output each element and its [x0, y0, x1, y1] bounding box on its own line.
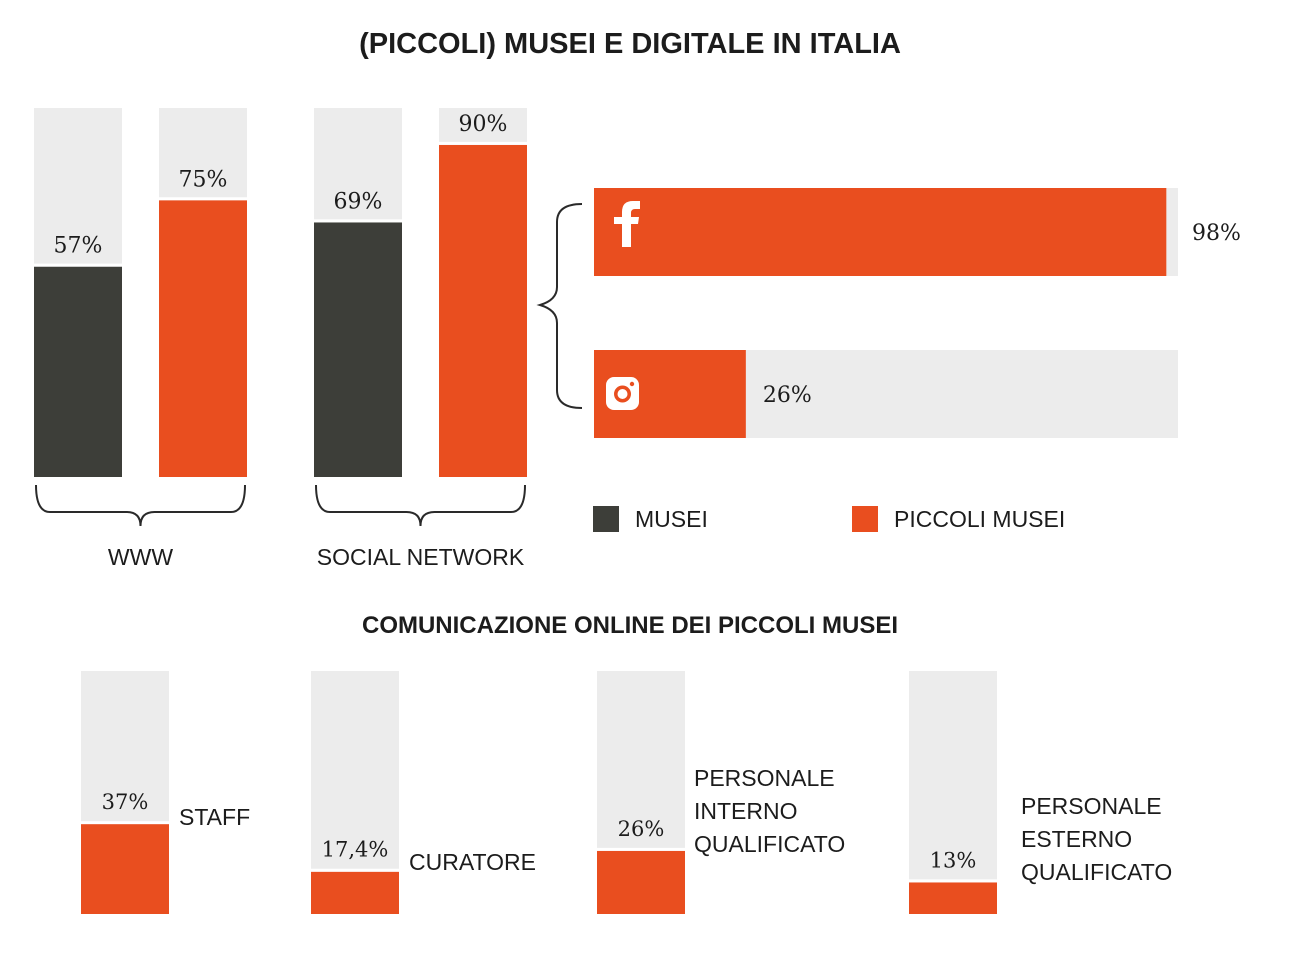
- data-label: 98%: [1192, 221, 1241, 246]
- facebook-icon: [614, 201, 640, 247]
- data-label: 75%: [179, 167, 228, 192]
- category-label: ESTERNO: [1021, 826, 1132, 852]
- group-brace: [315, 484, 526, 527]
- bar-piccoli-musei: [597, 850, 685, 914]
- legend-swatch: [593, 506, 619, 532]
- category-label: CURATORE: [409, 849, 536, 875]
- category-label: QUALIFICATO: [694, 831, 845, 857]
- social-breakdown-chart: 98% 26%: [536, 188, 1241, 438]
- bar-piccoli-musei: [311, 871, 399, 914]
- category-label: WWW: [108, 544, 173, 570]
- legend-label: MUSEI: [635, 506, 708, 532]
- category-label: STAFF: [179, 804, 250, 830]
- legend: MUSEI PICCOLI MUSEI: [593, 506, 1065, 532]
- bar-track: [909, 671, 997, 914]
- data-label: 57%: [54, 234, 103, 259]
- bar-piccoli-musei: [594, 188, 1167, 276]
- data-label: 26%: [618, 817, 665, 841]
- instagram-icon: [606, 377, 639, 410]
- bar-piccoli-musei: [81, 824, 169, 914]
- social-brace: [536, 203, 583, 409]
- chart-title: (PICCOLI) MUSEI E DIGITALE IN ITALIA: [359, 28, 901, 60]
- legend-label: PICCOLI MUSEI: [894, 506, 1065, 532]
- online-communication-chart: 37% STAFF 17,4% CURATORE 26% PERSONALE INTERNO…: [81, 671, 1172, 914]
- category-label: PERSONALE: [694, 765, 835, 791]
- category-label: QUALIFICATO: [1021, 859, 1172, 885]
- data-label: 90%: [459, 112, 508, 137]
- category-label: INTERNO: [694, 798, 798, 824]
- top-bar-chart: 57% 75% WWW 69% 90% SOCIAL NETWORK: [34, 108, 527, 570]
- data-label: 37%: [102, 790, 149, 814]
- category-label: SOCIAL NETWORK: [317, 544, 525, 570]
- bar-musei: [314, 222, 402, 477]
- bar-piccoli-musei: [909, 882, 997, 914]
- legend-swatch: [852, 506, 878, 532]
- data-label: 17,4%: [322, 838, 389, 862]
- section-title: COMUNICAZIONE ONLINE DEI PICCOLI MUSEI: [362, 612, 898, 639]
- bar-piccoli-musei: [439, 144, 527, 477]
- data-label: 69%: [334, 189, 383, 214]
- data-label: 26%: [763, 383, 812, 408]
- data-label: 13%: [930, 848, 977, 872]
- category-label: PERSONALE: [1021, 793, 1162, 819]
- group-brace: [35, 484, 246, 527]
- bar-piccoli-musei: [159, 200, 247, 477]
- bar-musei: [34, 266, 122, 477]
